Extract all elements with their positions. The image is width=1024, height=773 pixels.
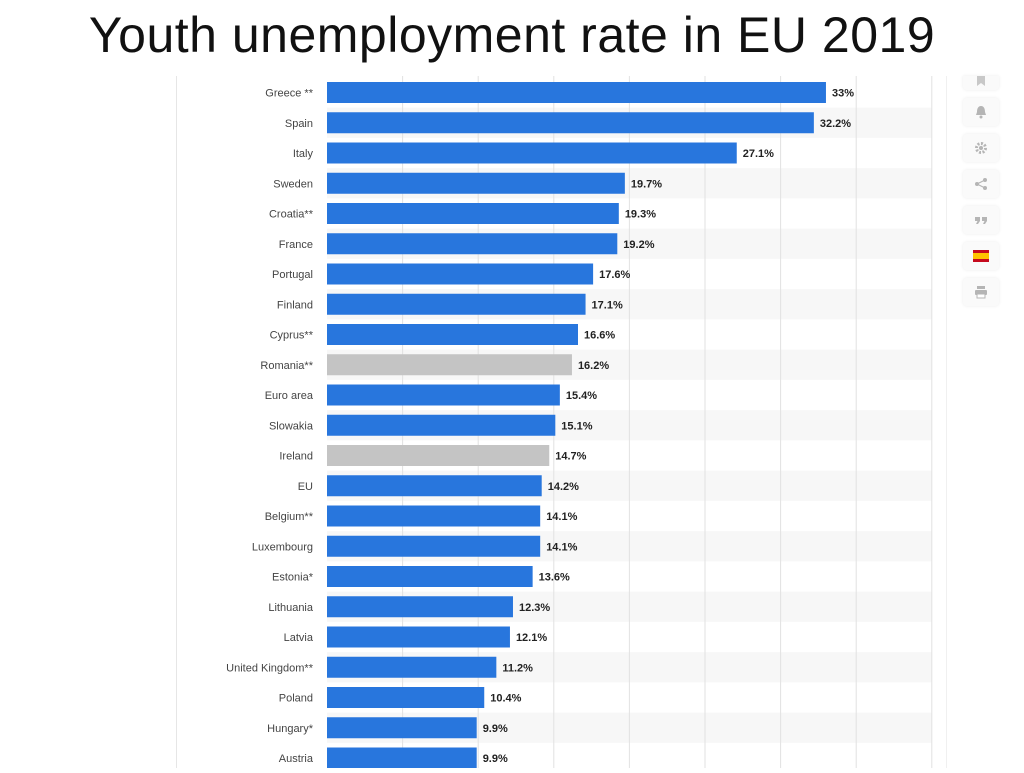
- category-label: Sweden: [273, 178, 313, 190]
- bar[interactable]: [327, 384, 560, 406]
- value-label: 17.6%: [599, 269, 630, 281]
- bar[interactable]: [327, 717, 477, 739]
- category-label: Belgium**: [265, 511, 314, 523]
- spain-flag-icon: [973, 250, 989, 262]
- value-label: 16.6%: [584, 330, 615, 342]
- category-label: Austria: [279, 753, 314, 765]
- bar[interactable]: [327, 172, 625, 194]
- quote-icon: [975, 217, 987, 224]
- bar[interactable]: [327, 354, 572, 376]
- bar[interactable]: [327, 747, 477, 769]
- value-label: 19.7%: [631, 178, 662, 190]
- bar[interactable]: [327, 687, 485, 708]
- category-label: Finland: [277, 299, 313, 311]
- category-label: Euro area: [265, 390, 314, 402]
- category-label: France: [279, 239, 313, 251]
- bar[interactable]: [327, 414, 556, 436]
- category-label: Slowakia: [269, 420, 314, 432]
- value-label: 15.4%: [566, 390, 597, 402]
- bar[interactable]: [327, 535, 541, 557]
- category-label: Estonia*: [272, 572, 314, 584]
- share-button[interactable]: [963, 170, 999, 198]
- bar[interactable]: [327, 233, 618, 255]
- slide-title: Youth unemployment rate in EU 2019: [88, 7, 936, 63]
- notification-button[interactable]: [963, 98, 999, 126]
- value-label: 13.6%: [539, 572, 570, 584]
- language-button[interactable]: [963, 242, 999, 270]
- print-button[interactable]: [963, 278, 999, 306]
- bar[interactable]: [327, 263, 594, 285]
- value-label: 17.1%: [592, 299, 623, 311]
- share-icon: [975, 178, 987, 190]
- value-label: 15.1%: [561, 420, 592, 432]
- category-label: Cyprus**: [270, 330, 314, 342]
- cite-button[interactable]: [963, 206, 999, 234]
- bar[interactable]: [327, 505, 541, 527]
- bar[interactable]: [327, 324, 578, 345]
- bar[interactable]: [327, 142, 737, 164]
- category-label: EU: [298, 481, 313, 493]
- category-label: Romania**: [260, 360, 313, 372]
- category-label: Portugal: [272, 269, 313, 281]
- category-label: Ireland: [279, 451, 313, 463]
- value-label: 11.2%: [502, 662, 533, 674]
- bar[interactable]: [327, 626, 510, 648]
- category-label: United Kingdom**: [226, 662, 314, 674]
- category-label: Poland: [279, 693, 313, 705]
- value-label: 16.2%: [578, 360, 609, 372]
- category-label: Italy: [293, 148, 314, 160]
- category-label: Lithuania: [268, 602, 314, 614]
- value-label: 12.1%: [516, 632, 547, 644]
- bar[interactable]: [327, 293, 586, 315]
- chart-panel: Greece ** 33% Spain 32.2% Italy 27.1% Sweden 19…: [176, 76, 947, 769]
- value-label: 32.2%: [820, 118, 851, 130]
- bar[interactable]: [327, 475, 542, 497]
- value-label: 14.2%: [548, 481, 579, 493]
- value-label: 14.1%: [546, 541, 577, 553]
- side-toolbar: [962, 76, 1000, 314]
- value-label: 12.3%: [519, 602, 550, 614]
- settings-button[interactable]: [963, 134, 999, 162]
- value-label: 10.4%: [490, 693, 521, 705]
- category-label: Spain: [285, 118, 313, 130]
- value-label: 33%: [832, 88, 854, 100]
- category-label: Croatia**: [269, 209, 314, 221]
- value-label: 14.1%: [546, 511, 577, 523]
- value-label: 14.7%: [555, 451, 586, 463]
- gear-icon: [975, 142, 987, 154]
- value-label: 19.3%: [625, 209, 656, 221]
- value-label: 9.9%: [483, 723, 508, 735]
- category-label: Hungary*: [267, 723, 314, 735]
- bar-chart: Greece ** 33% Spain 32.2% Italy 27.1% Sweden 19…: [226, 76, 933, 769]
- value-label: 27.1%: [743, 148, 774, 160]
- bar[interactable]: [327, 203, 619, 224]
- bar[interactable]: [327, 566, 533, 587]
- bookmark-icon: [977, 76, 985, 86]
- bar[interactable]: [327, 656, 497, 678]
- bell-icon: [976, 106, 986, 119]
- category-label: Luxembourg: [252, 541, 313, 553]
- bookmark-button[interactable]: [963, 76, 999, 90]
- bar[interactable]: [327, 596, 513, 618]
- value-label: 19.2%: [623, 239, 654, 251]
- value-label: 9.9%: [483, 753, 508, 765]
- bar[interactable]: [327, 82, 826, 103]
- bar[interactable]: [327, 112, 814, 134]
- bar[interactable]: [327, 445, 550, 466]
- category-label: Greece **: [265, 88, 313, 100]
- category-label: Latvia: [284, 632, 314, 644]
- print-icon: [975, 286, 987, 299]
